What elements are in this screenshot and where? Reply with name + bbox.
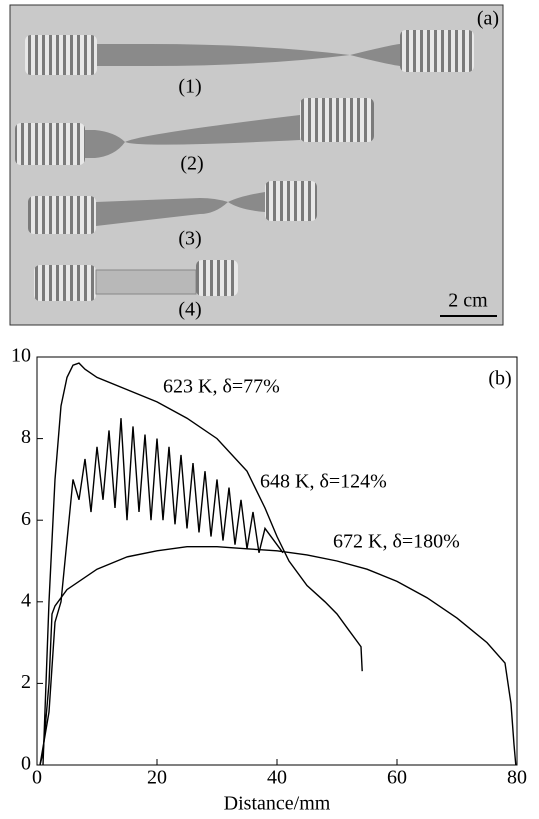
thread: [400, 30, 474, 72]
data-line: [42, 362, 363, 766]
panel-label: (a): [477, 8, 499, 30]
thread: [265, 181, 317, 221]
curve-label: 672 K, δ=180%: [333, 531, 460, 553]
specimen-label: (1): [178, 76, 201, 98]
thread: [300, 98, 374, 142]
x-tick-label: 0: [32, 767, 42, 789]
thread: [196, 260, 238, 296]
scale-bar-label: 2 cm: [448, 290, 488, 312]
y-tick-label: 6: [21, 508, 31, 530]
plot-frame: [36, 356, 518, 766]
thread: [34, 265, 96, 301]
specimen-rod: [95, 269, 197, 295]
y-tick-label: 0: [21, 753, 31, 775]
photo-panel: (a) (1) (2) (3) (4) 2 cm: [9, 4, 504, 326]
specimen-rod: [85, 115, 300, 158]
specimen-label: (3): [178, 228, 201, 250]
specimen-rod: [96, 192, 265, 226]
panel-label: (b): [488, 368, 511, 390]
x-tick-label: 80: [507, 767, 527, 789]
specimen-label: (2): [180, 153, 203, 175]
data-line: [39, 418, 284, 766]
thread: [15, 123, 85, 165]
x-tick-label: 20: [147, 767, 167, 789]
thread: [25, 35, 97, 75]
thread: [28, 196, 96, 234]
curve-label: 623 K, δ=77%: [163, 376, 280, 398]
specimen-label: (4): [178, 299, 201, 321]
y-tick-label: 8: [21, 426, 31, 448]
x-tick-label: 40: [267, 767, 287, 789]
x-tick-label: 60: [387, 767, 407, 789]
curve-label: 648 K, δ=124%: [260, 471, 387, 493]
specimen-rod: [97, 44, 400, 66]
x-axis-label: Distance/mm: [224, 793, 331, 815]
data-line: [39, 546, 517, 766]
y-tick-label: 4: [21, 589, 31, 611]
y-tick-label: 10: [11, 345, 31, 367]
y-tick-label: 2: [21, 671, 31, 693]
